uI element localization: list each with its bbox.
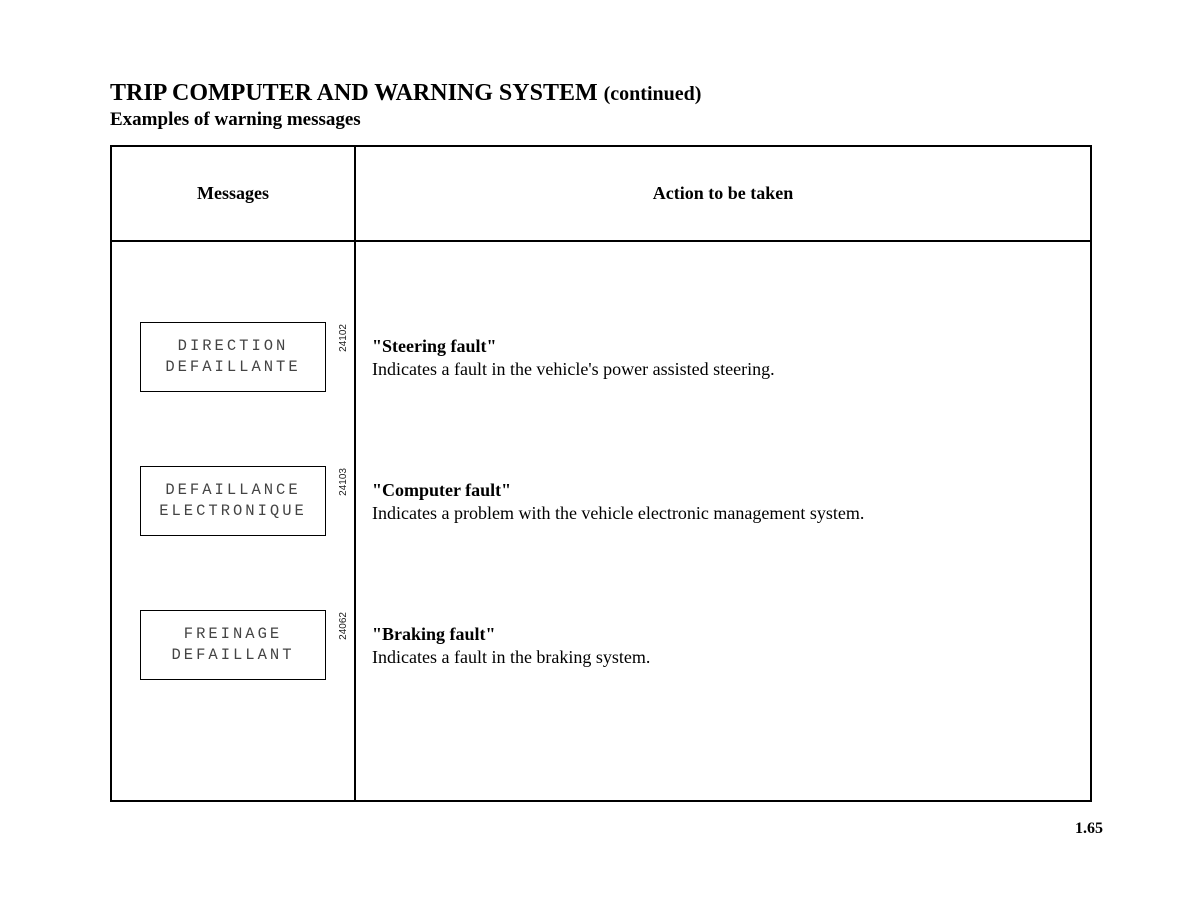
lcd-line-1: FREINAGE bbox=[184, 624, 282, 645]
lcd-line-2: DEFAILLANT bbox=[171, 645, 294, 666]
lcd-display-computer: DEFAILLANCE ELECTRONIQUE 24103 bbox=[140, 466, 336, 536]
actions-cell: "Steering fault" Indicates a fault in th… bbox=[355, 241, 1091, 801]
col-header-messages: Messages bbox=[111, 146, 355, 241]
action-computer: "Computer fault" Indicates a problem wit… bbox=[372, 479, 1070, 525]
action-body: Indicates a problem with the vehicle ele… bbox=[372, 503, 864, 523]
lcd-box: DIRECTION DEFAILLANTE bbox=[140, 322, 326, 392]
warning-messages-table: Messages Action to be taken DIRECTION DE… bbox=[110, 145, 1092, 802]
table-header-row: Messages Action to be taken bbox=[111, 146, 1091, 241]
lcd-display-steering: DIRECTION DEFAILLANTE 24102 bbox=[140, 322, 336, 392]
action-title: "Computer fault" bbox=[372, 480, 511, 500]
action-body: Indicates a fault in the braking system. bbox=[372, 647, 650, 667]
lcd-display-braking: FREINAGE DEFAILLANT 24062 bbox=[140, 610, 336, 680]
image-ref-number: 24102 bbox=[338, 324, 349, 352]
col-header-action: Action to be taken bbox=[355, 146, 1091, 241]
image-ref-number: 24103 bbox=[338, 468, 349, 496]
table-body-row: DIRECTION DEFAILLANTE 24102 DEFAILLANCE … bbox=[111, 241, 1091, 801]
action-steering: "Steering fault" Indicates a fault in th… bbox=[372, 335, 1070, 381]
lcd-box: DEFAILLANCE ELECTRONIQUE bbox=[140, 466, 326, 536]
messages-cell: DIRECTION DEFAILLANTE 24102 DEFAILLANCE … bbox=[111, 241, 355, 801]
image-ref-number: 24062 bbox=[338, 612, 349, 640]
lcd-line-2: DEFAILLANTE bbox=[165, 357, 300, 378]
lcd-line-1: DEFAILLANCE bbox=[165, 480, 300, 501]
title-main: TRIP COMPUTER AND WARNING SYSTEM bbox=[110, 80, 598, 106]
action-title: "Steering fault" bbox=[372, 336, 496, 356]
action-braking: "Braking fault" Indicates a fault in the… bbox=[372, 623, 1070, 669]
action-body: Indicates a fault in the vehicle's power… bbox=[372, 359, 775, 379]
page-subtitle: Examples of warning messages bbox=[110, 109, 1105, 131]
title-suffix: (continued) bbox=[604, 83, 702, 105]
lcd-line-2: ELECTRONIQUE bbox=[159, 501, 307, 522]
lcd-line-1: DIRECTION bbox=[178, 336, 289, 357]
lcd-box: FREINAGE DEFAILLANT bbox=[140, 610, 326, 680]
action-title: "Braking fault" bbox=[372, 624, 496, 644]
page-title: TRIP COMPUTER AND WARNING SYSTEM (contin… bbox=[110, 80, 1105, 107]
page-number: 1.65 bbox=[110, 820, 1105, 838]
